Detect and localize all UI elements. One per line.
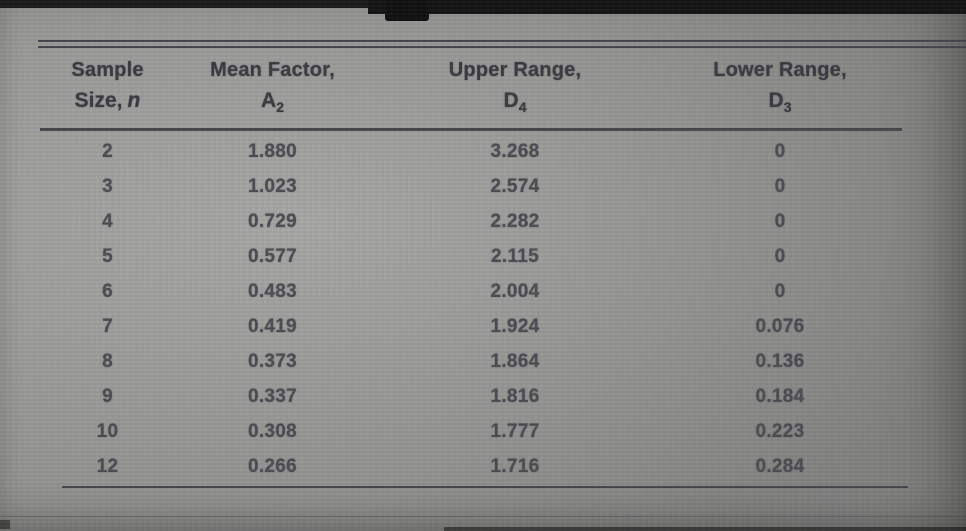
header-symbol: A <box>261 89 277 112</box>
header-line1: Lower Range, <box>713 59 847 81</box>
table-header-row: Sample Size, n Mean Factor, A2 Upper Rang… <box>40 52 900 120</box>
table-cell: 2.115 <box>491 245 539 267</box>
table-row: 2 1.880 3.268 0 <box>40 134 900 169</box>
screen-corner-mark <box>0 520 10 529</box>
table-header-rule <box>40 128 902 131</box>
col-header-upper-range: Upper Range, D4 <box>370 52 660 120</box>
table-cell: 0.729 <box>247 210 298 232</box>
table-cell: 9 <box>102 385 113 407</box>
table-row: 10 0.308 1.777 0.223 <box>40 414 900 449</box>
screen-top-edge-wide <box>368 0 966 14</box>
table-cell: 7 <box>102 315 113 337</box>
table-cell: 3.268 <box>490 140 540 162</box>
table-cell: 2.004 <box>490 280 540 302</box>
table-cell: 1.816 <box>490 385 540 407</box>
table-cell: 1.023 <box>247 175 298 197</box>
table-cell: 2.574 <box>490 175 540 197</box>
table-top-rule-2 <box>38 46 966 48</box>
header-symbol: D <box>768 89 784 112</box>
table-cell: 4 <box>102 210 113 232</box>
header-line2: D3 <box>660 88 900 120</box>
header-subscript: 2 <box>276 99 284 116</box>
table-cell: 1.716 <box>490 455 540 477</box>
table-cell: 0.419 <box>247 315 298 337</box>
table-cell: 0 <box>774 175 786 197</box>
table-cell: 0.223 <box>755 420 805 442</box>
col-header-sample-size: Sample Size, n <box>40 52 175 120</box>
table-cell: 3 <box>102 175 113 197</box>
table-top-rule-1 <box>38 40 966 42</box>
header-line1: Mean Factor, <box>210 59 335 81</box>
table-cell: 0.266 <box>247 455 298 477</box>
table-row: 9 0.337 1.816 0.184 <box>40 379 900 414</box>
table-cell: 1.864 <box>490 350 540 372</box>
table-row: 6 0.483 2.004 0 <box>40 274 900 309</box>
table-cell: 0.136 <box>755 350 805 372</box>
table-body: 2 1.880 3.268 0 3 1.023 2.574 0 4 0.729 2.282 0 5 0.5… <box>40 134 900 484</box>
table-cell: 0 <box>774 140 786 162</box>
screen-bottom-edge <box>444 527 966 531</box>
table-row: 3 1.023 2.574 0 <box>40 169 900 204</box>
table-cell: 0.184 <box>755 385 805 407</box>
header-line2: Size, n <box>40 88 175 114</box>
table-cell: 0.076 <box>755 315 805 337</box>
table-cell: 0.373 <box>247 350 298 372</box>
table-cell: 1.777 <box>490 420 540 442</box>
table-cell: 0.337 <box>247 385 298 407</box>
screen-top-notch <box>385 0 429 21</box>
table-cell: 0.577 <box>247 245 298 267</box>
table-cell: 5 <box>102 245 113 267</box>
table-row: 12 0.266 1.716 0.284 <box>40 449 900 484</box>
table-cell: 1.924 <box>490 315 540 337</box>
table-bottom-rule <box>62 486 908 488</box>
header-line1: Upper Range, <box>448 59 582 81</box>
header-subscript: 4 <box>518 99 527 116</box>
table-cell: 10 <box>96 420 119 442</box>
table-cell: 0.483 <box>247 280 298 302</box>
table-cell: 2.282 <box>490 210 540 232</box>
table-row: 5 0.577 2.115 0 <box>40 239 900 274</box>
table-cell: 2 <box>102 140 113 162</box>
header-text: Size, <box>74 89 123 112</box>
table-cell: 12 <box>96 455 119 477</box>
header-symbol: D <box>503 89 519 112</box>
header-subscript: 3 <box>783 99 792 116</box>
table-row: 8 0.373 1.864 0.136 <box>40 344 900 379</box>
table-cell: 0 <box>774 280 786 302</box>
table-cell: 0 <box>774 245 786 267</box>
table-cell: 0.308 <box>247 420 298 442</box>
table-cell: 0.284 <box>755 455 805 477</box>
table-cell: 1.880 <box>247 140 298 162</box>
page-bottom-rule <box>0 516 966 517</box>
header-variable-n: n <box>127 89 141 112</box>
table-row: 7 0.419 1.924 0.076 <box>40 309 900 344</box>
table-cell: 8 <box>102 350 113 372</box>
col-header-mean-factor: Mean Factor, A2 <box>175 52 370 120</box>
table-cell: 0 <box>774 210 786 232</box>
header-line2: D4 <box>370 88 660 120</box>
header-line2: A2 <box>175 88 370 120</box>
table-cell: 6 <box>102 280 113 302</box>
header-line1: Sample <box>71 59 144 81</box>
table-row: 4 0.729 2.282 0 <box>40 204 900 239</box>
col-header-lower-range: Lower Range, D3 <box>660 52 900 120</box>
